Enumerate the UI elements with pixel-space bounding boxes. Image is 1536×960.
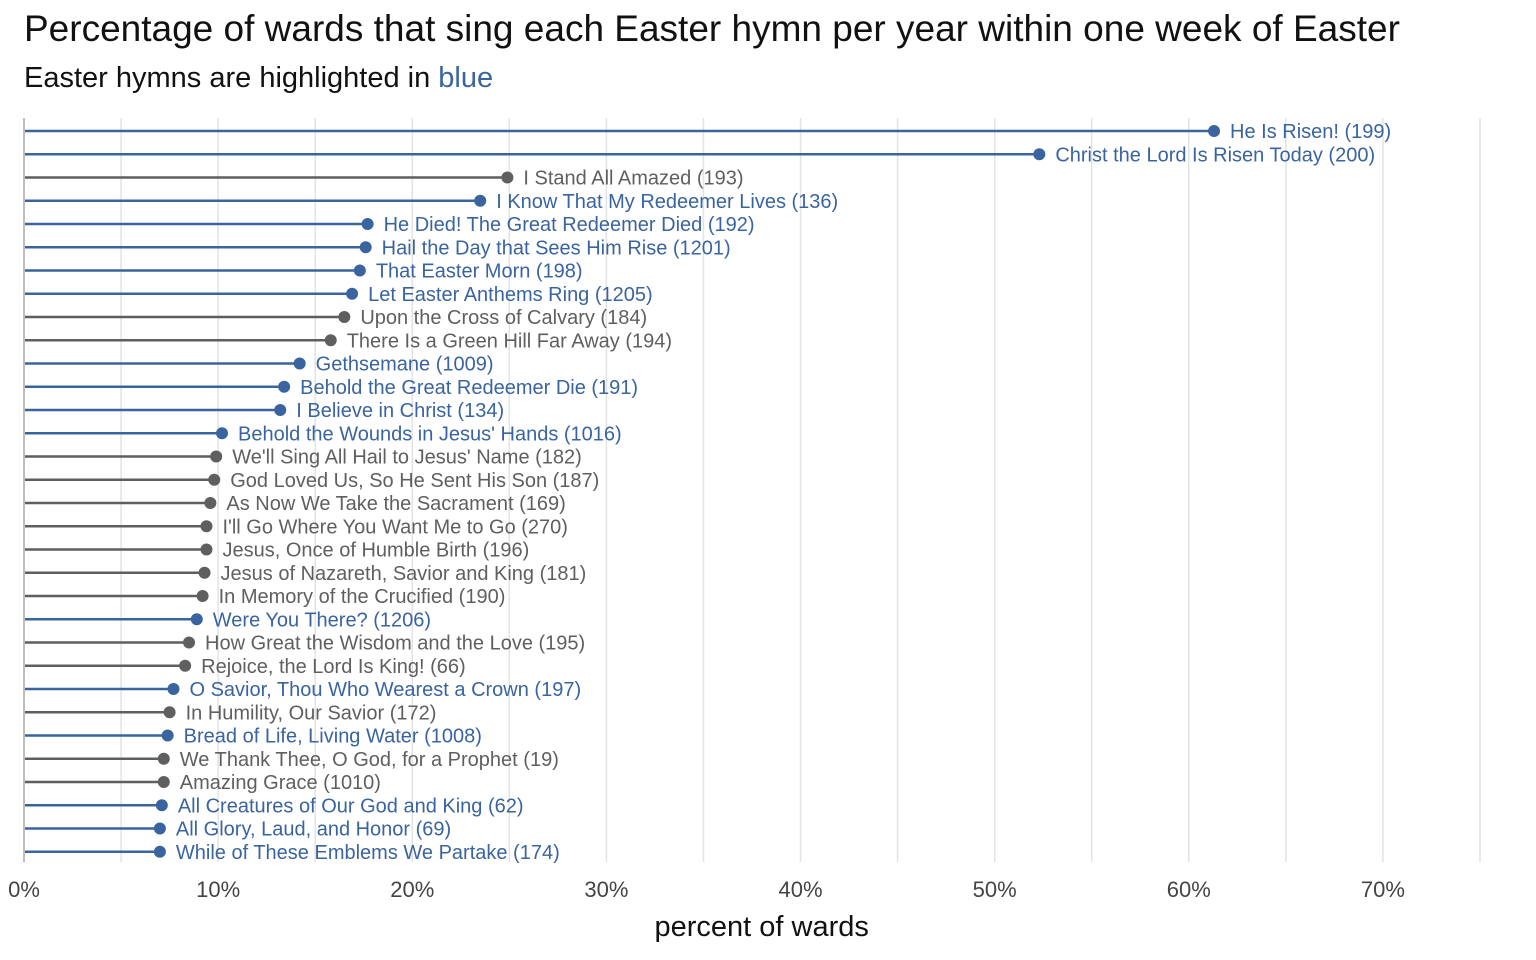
hymn-label: How Great the Wisdom and the Love (195) <box>205 633 585 655</box>
lollipop-point <box>179 659 192 672</box>
x-tick-label: 0% <box>8 877 40 902</box>
chart-title: Percentage of wards that sing each Easte… <box>24 8 1400 49</box>
lollipop-point <box>278 380 291 393</box>
lollipop-point <box>359 241 372 254</box>
hymn-label: We Thank Thee, O God, for a Prophet (19) <box>180 749 559 771</box>
x-tick-label: 30% <box>584 877 628 902</box>
x-tick-label: 40% <box>779 877 823 902</box>
lollipop-point <box>167 683 180 695</box>
hymn-label: God Loved Us, So He Sent His Son (187) <box>230 470 599 492</box>
hymn-label: In Memory of the Crucified (190) <box>219 586 506 608</box>
hymn-label: Jesus, Once of Humble Birth (196) <box>222 540 529 562</box>
hymn-label: In Humility, Our Savior (172) <box>186 702 437 724</box>
x-tick-label: 20% <box>390 877 434 902</box>
hymn-label: While of These Emblems We Partake (174) <box>176 842 560 864</box>
lollipop-point <box>324 334 337 347</box>
hymn-label: He Is Risen! (199) <box>1230 121 1391 143</box>
lollipop-point <box>183 636 196 649</box>
hymn-label: We'll Sing All Hail to Jesus' Name (182) <box>232 447 582 469</box>
hymn-label: Jesus of Nazareth, Savior and King (181) <box>221 563 587 585</box>
hymn-label: Behold the Great Redeemer Die (191) <box>300 377 638 399</box>
hymn-label: All Glory, Laud, and Honor (69) <box>176 819 451 841</box>
hymn-label: Christ the Lord Is Risen Today (200) <box>1055 144 1375 166</box>
x-tick-label: 60% <box>1167 877 1211 902</box>
lollipop-point <box>157 752 170 765</box>
hymn-label: That Easter Morn (198) <box>376 261 583 283</box>
lollipop-point <box>338 311 351 323</box>
lollipop-point <box>1033 148 1046 161</box>
lollipop-point <box>163 706 176 719</box>
subtitle-highlight: blue <box>438 62 494 94</box>
lollipop-point <box>361 218 374 230</box>
hymn-label: Gethsemane (1009) <box>316 354 494 376</box>
hymn-label: I'll Go Where You Want Me to Go (270) <box>222 516 567 538</box>
hymn-label: Hail the Day that Sees Him Rise (1201) <box>382 237 731 259</box>
hymn-label: Let Easter Anthems Ring (1205) <box>368 284 653 306</box>
lollipop-point <box>210 450 223 463</box>
lollipop-point <box>208 473 221 486</box>
lollipop-point <box>200 543 213 556</box>
hymn-label: He Died! The Great Redeemer Died (192) <box>384 214 755 236</box>
x-tick-label: 10% <box>196 877 240 902</box>
lollipop-point <box>353 264 366 277</box>
hymn-label: Behold the Wounds in Jesus' Hands (1016) <box>238 423 622 445</box>
hymn-label: There Is a Green Hill Far Away (194) <box>347 330 672 352</box>
hymn-label: Amazing Grace (1010) <box>180 772 381 794</box>
lollipop-point <box>157 776 170 788</box>
lollipop-point <box>1208 125 1221 137</box>
x-axis-title: percent of wards <box>655 911 869 943</box>
hymn-label: I Know That My Redeemer Lives (136) <box>496 191 838 213</box>
lollipop-point <box>200 520 213 533</box>
hymn-label: Were You There? (1206) <box>213 609 431 631</box>
lollipop-point <box>204 497 217 509</box>
hymn-label: Rejoice, the Lord Is King! (66) <box>201 656 466 678</box>
subtitle-prefix: Easter hymns are highlighted in <box>24 62 439 94</box>
chart-subtitle: Easter hymns are highlighted in blue <box>24 62 493 95</box>
lollipop-point <box>153 822 166 835</box>
lollipop-point <box>190 613 203 626</box>
lollipop-point <box>196 590 209 602</box>
lollipop-point <box>153 845 166 858</box>
hymn-label: O Savior, Thou Who Wearest a Crown (197) <box>189 679 581 701</box>
hymn-label: I Believe in Christ (134) <box>296 400 504 422</box>
lollipop-point <box>274 404 287 416</box>
hymn-label: As Now We Take the Sacrament (169) <box>226 493 565 515</box>
lollipop-point <box>155 799 168 812</box>
hymn-label: Upon the Cross of Calvary (184) <box>360 307 647 329</box>
lollipop-point <box>293 357 306 370</box>
x-tick-label: 70% <box>1361 877 1405 902</box>
lollipop-point <box>198 566 211 579</box>
grid-layer <box>120 118 1481 862</box>
lollipop-point <box>501 171 514 184</box>
lollipop-point <box>474 194 487 207</box>
lollipop-point <box>216 427 229 440</box>
x-tick-label: 50% <box>973 877 1017 902</box>
hymn-label: All Creatures of Our God and King (62) <box>178 795 524 817</box>
lollipop-point <box>161 729 174 742</box>
x-axis-ticks: 0% 10% 20% 30% 40% 50% 60% 70% <box>8 877 1405 902</box>
hymn-label: I Stand All Amazed (193) <box>523 168 743 190</box>
mark-layer: He Is Risen! (199)Christ the Lord Is Ris… <box>23 118 1391 864</box>
lollipop-point <box>346 287 359 300</box>
hymn-label: Bread of Life, Living Water (1008) <box>184 726 482 748</box>
